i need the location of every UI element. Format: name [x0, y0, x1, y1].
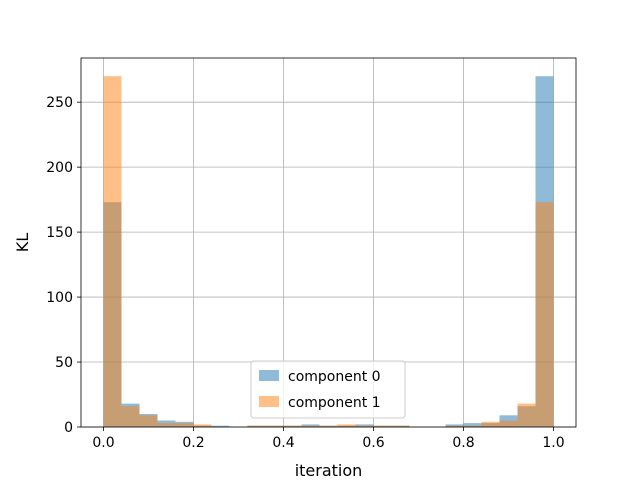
bar-component-0 [355, 424, 374, 427]
bar-component-1 [121, 406, 140, 427]
bar-component-1 [283, 425, 302, 427]
bar-component-1 [157, 423, 176, 427]
bar-component-1 [355, 425, 374, 427]
bar-component-1 [373, 425, 392, 427]
x-tick-label: 0.6 [362, 435, 384, 451]
bar-component-1 [445, 425, 464, 427]
bar-component-1 [175, 423, 194, 427]
x-axis-ticks: 0.0 0.2 0.4 0.6 0.8 1.0 [92, 427, 565, 451]
x-axis-label: iteration [295, 461, 363, 480]
bar-component-0 [301, 424, 320, 427]
y-tick-label: 100 [46, 290, 73, 306]
legend: component 0 component 1 [250, 360, 406, 419]
x-tick-label: 0.8 [452, 435, 474, 451]
y-tick-label: 50 [55, 355, 73, 371]
bar-component-1 [103, 76, 122, 428]
bar-component-1 [337, 424, 356, 427]
bar-component-0 [445, 424, 464, 427]
bar-component-1 [481, 421, 500, 427]
y-tick-label: 0 [64, 420, 73, 436]
x-tick-label: 0.0 [92, 435, 114, 451]
legend-swatch-component-1 [259, 396, 279, 407]
bar-component-1 [301, 425, 320, 427]
plot-frame [80, 57, 577, 428]
legend-swatch-component-0 [259, 370, 279, 381]
bar-component-1 [139, 415, 158, 427]
bar-component-1 [265, 425, 284, 427]
bar-component-1 [391, 425, 410, 427]
bar-component-1 [535, 202, 554, 427]
histogram-bars [103, 76, 554, 428]
y-tick-label: 250 [46, 95, 73, 111]
legend-label-component-0: component 0 [288, 369, 381, 385]
bar-component-1 [193, 424, 212, 427]
bar-component-1 [499, 420, 518, 427]
bar-component-1 [463, 425, 482, 427]
legend-box [250, 360, 406, 419]
y-tick-label: 200 [46, 160, 73, 176]
y-axis-label: KL [13, 233, 32, 252]
bar-component-1 [247, 425, 266, 427]
x-tick-label: 0.4 [272, 435, 294, 451]
x-tick-label: 0.2 [182, 435, 204, 451]
x-tick-label: 1.0 [542, 435, 564, 451]
y-tick-label: 150 [46, 225, 73, 241]
bar-component-0 [211, 425, 230, 427]
bar-component-0 [463, 423, 482, 427]
y-axis-ticks: 0 50 100 150 200 250 [46, 95, 81, 436]
legend-label-component-1: component 1 [288, 395, 381, 411]
bar-component-1 [319, 425, 338, 427]
bar-component-1 [517, 403, 536, 427]
